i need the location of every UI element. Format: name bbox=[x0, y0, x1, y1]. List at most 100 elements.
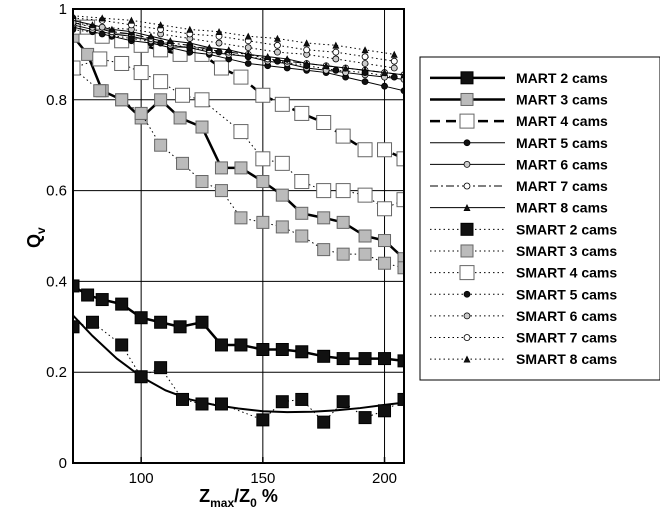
data-point bbox=[377, 142, 393, 158]
data-point bbox=[390, 73, 398, 81]
data-point bbox=[357, 187, 373, 203]
data-point bbox=[95, 293, 109, 307]
legend-label: SMART 7 cams bbox=[516, 330, 617, 346]
plot-frame bbox=[72, 8, 405, 464]
data-point bbox=[176, 156, 190, 170]
data-point bbox=[154, 315, 168, 329]
data-point bbox=[108, 25, 116, 33]
data-point bbox=[195, 175, 209, 189]
data-point bbox=[214, 184, 228, 198]
data-point bbox=[215, 39, 223, 47]
data-point bbox=[154, 138, 168, 152]
y-tick-label: 0.6 bbox=[46, 183, 67, 200]
legend-marker bbox=[460, 222, 474, 236]
data-point bbox=[98, 14, 106, 22]
legend-entry-mart-4-cams: MART 4 cams bbox=[430, 113, 608, 129]
data-point bbox=[134, 311, 148, 325]
series-mart-2-cams bbox=[73, 279, 404, 368]
y-axis-label: Qv bbox=[24, 227, 48, 248]
legend-entry-smart-4-cams: SMART 4 cams bbox=[430, 265, 617, 281]
x-label-tail: % bbox=[257, 486, 278, 506]
series-fit-line bbox=[73, 314, 404, 414]
data-point bbox=[195, 120, 209, 134]
data-point bbox=[361, 46, 369, 54]
data-point bbox=[294, 174, 310, 190]
data-point bbox=[133, 37, 149, 53]
data-point bbox=[294, 105, 310, 121]
data-point bbox=[256, 343, 270, 356]
data-point bbox=[303, 39, 311, 47]
data-point bbox=[244, 53, 252, 61]
data-point bbox=[361, 69, 369, 76]
data-point bbox=[390, 50, 398, 58]
legend-label: MART 6 cams bbox=[516, 156, 608, 172]
data-point bbox=[194, 92, 210, 108]
legend-marker bbox=[463, 290, 471, 298]
legend-entry-smart-7-cams: SMART 7 cams bbox=[430, 330, 617, 346]
legend-label: MART 4 cams bbox=[516, 113, 608, 129]
data-point bbox=[234, 161, 248, 175]
data-point bbox=[214, 397, 228, 411]
data-point bbox=[264, 52, 272, 60]
data-point bbox=[295, 345, 309, 359]
data-point bbox=[256, 215, 270, 229]
data-point bbox=[390, 57, 398, 65]
data-point bbox=[73, 19, 81, 35]
data-point bbox=[215, 48, 223, 56]
legend-label: MART 8 cams bbox=[516, 200, 608, 216]
data-point bbox=[115, 93, 129, 107]
data-point bbox=[397, 354, 404, 368]
data-point bbox=[166, 37, 174, 45]
data-point bbox=[81, 47, 95, 61]
data-point bbox=[377, 201, 393, 217]
data-point bbox=[322, 62, 330, 70]
y-label-sub: v bbox=[34, 227, 48, 234]
data-point bbox=[134, 370, 148, 384]
data-point bbox=[361, 53, 369, 61]
y-tick-label: 0.2 bbox=[46, 364, 67, 381]
data-point bbox=[378, 404, 392, 418]
y-tick-label: 0.8 bbox=[46, 92, 67, 109]
data-point bbox=[336, 395, 350, 409]
data-point bbox=[186, 44, 194, 51]
legend-marker bbox=[460, 92, 474, 106]
legend-marker bbox=[459, 265, 475, 281]
data-point bbox=[147, 32, 155, 40]
data-point bbox=[205, 43, 213, 51]
series-smart-3-cams bbox=[73, 61, 404, 275]
data-point bbox=[73, 29, 80, 43]
series-line bbox=[73, 22, 395, 69]
series-smart-8-cams bbox=[73, 12, 398, 58]
data-point bbox=[93, 84, 107, 98]
data-point bbox=[255, 151, 271, 167]
legend-marker bbox=[463, 182, 471, 190]
data-point bbox=[157, 39, 165, 47]
series-line bbox=[73, 17, 395, 62]
data-point bbox=[336, 215, 350, 229]
data-point bbox=[195, 397, 209, 411]
data-point bbox=[255, 87, 271, 103]
y-tick-label: 1 bbox=[59, 1, 67, 18]
legend-entry-smart-5-cams: SMART 5 cams bbox=[430, 286, 617, 302]
data-point bbox=[81, 288, 95, 302]
y-tick-label: 0.4 bbox=[46, 273, 67, 290]
legend-box bbox=[419, 56, 660, 381]
data-point bbox=[176, 392, 190, 406]
data-point bbox=[397, 252, 404, 266]
legend-marker bbox=[463, 204, 471, 211]
data-point bbox=[316, 115, 332, 130]
legend-label: MART 5 cams bbox=[516, 135, 608, 151]
data-point bbox=[114, 55, 130, 71]
x-tick-label: 200 bbox=[372, 470, 397, 487]
data-point bbox=[378, 352, 392, 366]
data-point bbox=[358, 229, 372, 243]
series-smart-4-cams bbox=[73, 51, 404, 217]
data-point bbox=[214, 338, 228, 352]
data-point bbox=[361, 78, 369, 86]
legend-entry-smart-6-cams: SMART 6 cams bbox=[430, 308, 617, 324]
data-point bbox=[225, 46, 233, 54]
data-point bbox=[98, 30, 106, 38]
axis-ticks: 100 150 200 0 0.2 0.4 0.6 0.8 1 bbox=[46, 1, 397, 487]
legend-marker bbox=[463, 312, 471, 320]
data-point bbox=[115, 338, 129, 352]
